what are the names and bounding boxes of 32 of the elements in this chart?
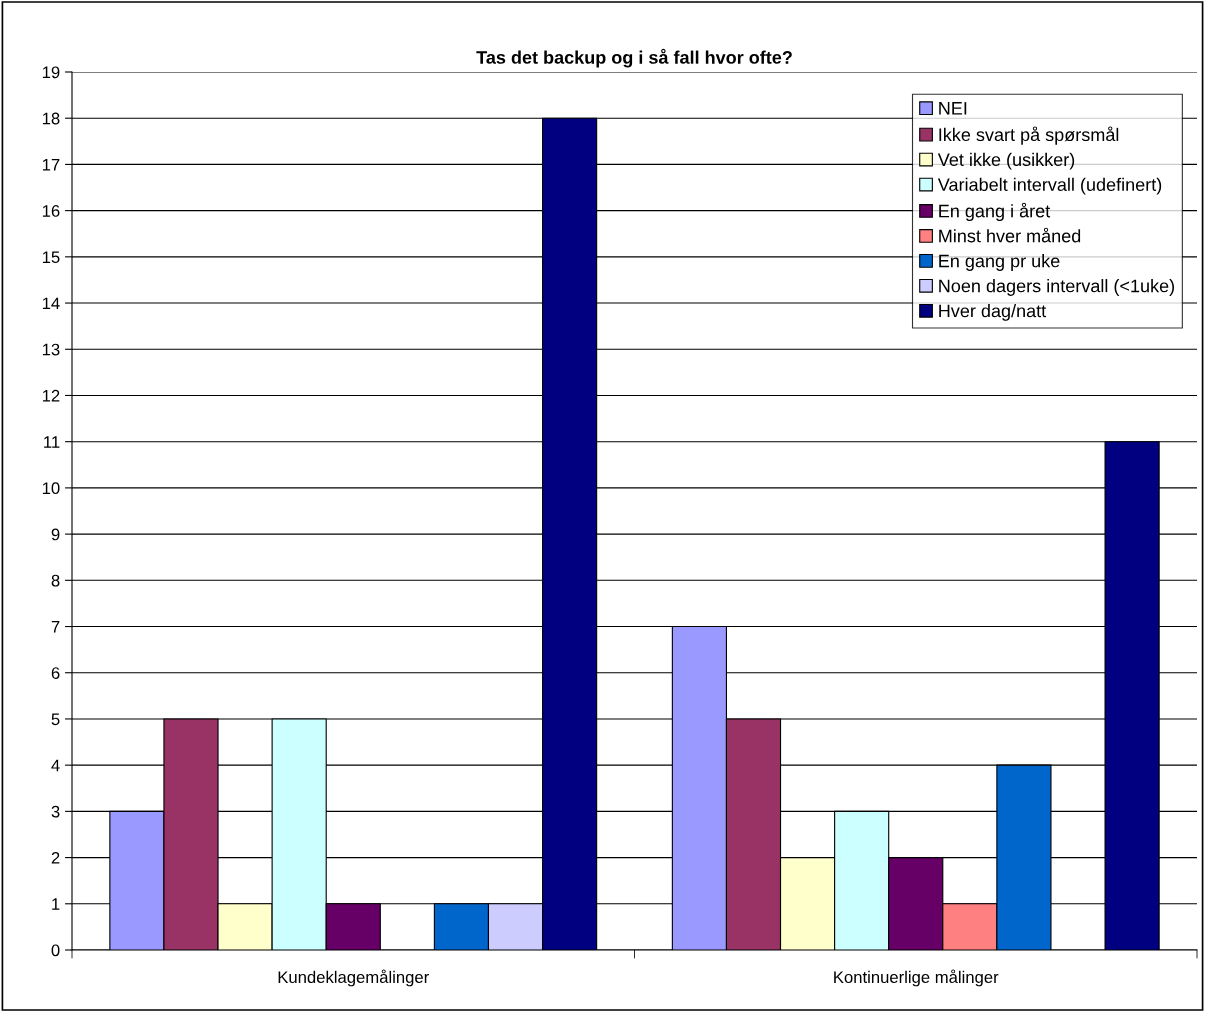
y-tick-label: 9 (51, 528, 60, 541)
y-tick-label: 10 (42, 482, 60, 495)
legend-label: Ikke svart på spørsmål (939, 126, 1119, 145)
legend-label: En gang i året (939, 202, 1051, 222)
y-tick-label: 18 (42, 112, 60, 125)
y-tick-label: 8 (51, 574, 60, 587)
legend-label: Hver dag/natt (939, 304, 1047, 321)
y-tick-label: 15 (42, 251, 60, 264)
y-tick-label: 1 (52, 898, 60, 910)
y-tick-label: 3 (51, 805, 60, 818)
y-tick-label: 7 (51, 621, 60, 633)
y-tick-label: 19 (42, 66, 60, 79)
legend-label: NEI (939, 102, 967, 115)
y-tick-label: 13 (42, 343, 60, 356)
y-tick-label: 14 (42, 297, 60, 310)
y-tick-label: 17 (42, 158, 60, 171)
y-tick-label: 11 (44, 436, 60, 448)
y-tick-label: 2 (51, 851, 60, 864)
chart-title: Tas det backup og i så fall hvor ofte? (476, 48, 792, 68)
y-tick-label: 0 (51, 944, 60, 957)
y-tick-label: 4 (51, 759, 60, 772)
y-tick-label: 12 (42, 389, 60, 402)
legend-label: Minst hver måned (939, 227, 1081, 243)
y-tick-label: 5 (51, 713, 60, 726)
legend-label: Noen dagers intervall (<1uke) (939, 279, 1175, 296)
y-tick-label: 16 (42, 205, 60, 217)
x-tick-label: Kontinuerlige målinger (834, 969, 999, 987)
x-tick-label: Kundeklagemålinger (278, 969, 429, 987)
y-tick-label: 6 (51, 667, 60, 679)
legend-label: Vet ikke (usikker) (937, 152, 1075, 170)
legend-label: En gang pr uke (939, 254, 1060, 271)
legend-label: Variabelt intervall (udefinert) (937, 177, 1162, 195)
